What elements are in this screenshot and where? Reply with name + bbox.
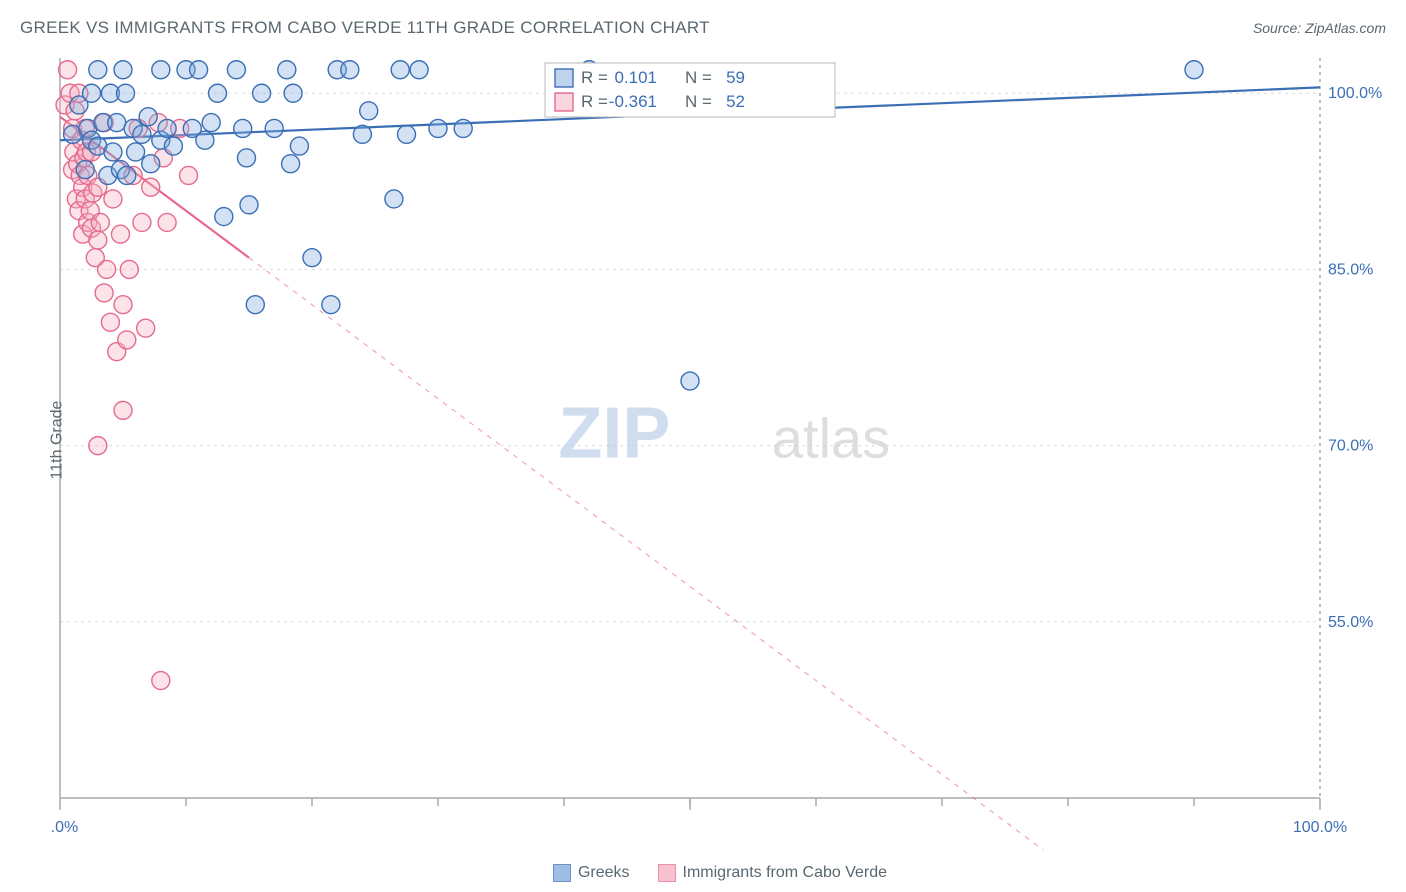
data-point-cabo	[152, 672, 170, 690]
data-point-greeks	[322, 296, 340, 314]
legend-swatch-cabo	[658, 864, 676, 882]
data-point-cabo	[118, 331, 136, 349]
stats-n-label: N =	[685, 92, 712, 111]
trend-line-cabo-extrapolated	[249, 258, 1320, 850]
data-point-greeks	[454, 119, 472, 137]
data-point-cabo	[158, 213, 176, 231]
y-axis-label: 11th Grade	[48, 401, 66, 480]
data-point-cabo	[142, 178, 160, 196]
y-tick-label: 85.0%	[1328, 261, 1373, 278]
data-point-greeks	[108, 114, 126, 132]
data-point-greeks	[158, 119, 176, 137]
data-point-greeks	[234, 119, 252, 137]
data-point-greeks	[278, 61, 296, 79]
stats-r-label: R =	[581, 68, 608, 87]
data-point-cabo	[104, 190, 122, 208]
data-point-cabo	[180, 166, 198, 184]
legend-label-cabo: Immigrants from Cabo Verde	[683, 864, 888, 882]
data-point-greeks	[118, 166, 136, 184]
data-point-cabo	[133, 213, 151, 231]
data-point-greeks	[215, 208, 233, 226]
data-point-greeks	[341, 61, 359, 79]
data-point-greeks	[385, 190, 403, 208]
watermark-atlas: atlas	[772, 407, 890, 470]
data-point-greeks	[237, 149, 255, 167]
legend: Greeks Immigrants from Cabo Verde	[50, 864, 1390, 882]
data-point-cabo	[137, 319, 155, 337]
legend-label-greeks: Greeks	[578, 864, 630, 882]
data-point-greeks	[282, 155, 300, 173]
data-point-greeks	[127, 143, 145, 161]
scatter-chart: 55.0% 70.0% 85.0% 100.0% ZIP atlas 0.0% 100.0% R…	[50, 50, 1390, 850]
data-point-greeks	[410, 61, 428, 79]
data-point-greeks	[360, 102, 378, 120]
data-point-greeks	[303, 249, 321, 267]
stats-n-value-greeks: 59	[726, 68, 745, 87]
data-point-cabo	[59, 61, 77, 79]
data-point-cabo	[89, 231, 107, 249]
legend-item-greeks: Greeks	[553, 864, 630, 882]
x-tick-label: 0.0%	[50, 819, 78, 836]
y-tick-label: 70.0%	[1328, 438, 1373, 455]
y-tick-label: 55.0%	[1328, 614, 1373, 631]
data-point-greeks	[429, 119, 447, 137]
data-point-greeks	[253, 84, 271, 102]
data-point-greeks	[133, 125, 151, 143]
legend-item-cabo: Immigrants from Cabo Verde	[658, 864, 888, 882]
data-point-cabo	[89, 437, 107, 455]
data-point-cabo	[101, 313, 119, 331]
data-point-cabo	[114, 401, 132, 419]
data-point-greeks	[284, 84, 302, 102]
data-point-cabo	[98, 260, 116, 278]
stats-swatch-cabo	[555, 93, 573, 111]
data-point-greeks	[681, 372, 699, 390]
data-point-greeks	[353, 125, 371, 143]
data-point-cabo	[95, 284, 113, 302]
stats-n-label: N =	[685, 68, 712, 87]
data-point-greeks	[190, 61, 208, 79]
data-point-cabo	[91, 213, 109, 231]
data-point-greeks	[142, 155, 160, 173]
data-point-greeks	[391, 61, 409, 79]
data-point-greeks	[89, 61, 107, 79]
data-point-greeks	[104, 143, 122, 161]
data-point-cabo	[111, 225, 129, 243]
data-point-greeks	[83, 84, 101, 102]
stats-r-label: R =	[581, 92, 608, 111]
data-point-greeks	[240, 196, 258, 214]
stats-swatch-greeks	[555, 69, 573, 87]
data-point-cabo	[114, 296, 132, 314]
data-point-greeks	[246, 296, 264, 314]
data-point-greeks	[196, 131, 214, 149]
legend-swatch-greeks	[553, 864, 571, 882]
data-point-greeks	[164, 137, 182, 155]
data-point-cabo	[120, 260, 138, 278]
data-point-greeks	[114, 61, 132, 79]
data-point-greeks	[1185, 61, 1203, 79]
stats-r-value-greeks: 0.101	[614, 68, 657, 87]
data-point-greeks	[398, 125, 416, 143]
stats-r-value-cabo: -0.361	[609, 92, 657, 111]
data-point-greeks	[202, 114, 220, 132]
data-point-greeks	[227, 61, 245, 79]
source-attribution: Source: ZipAtlas.com	[1253, 20, 1386, 36]
y-tick-label: 100.0%	[1328, 85, 1382, 102]
data-point-greeks	[209, 84, 227, 102]
data-point-greeks	[117, 84, 135, 102]
chart-container: 11th Grade 55.0% 70.0% 85.0% 100.0% ZIP atlas…	[50, 50, 1390, 830]
data-point-greeks	[76, 161, 94, 179]
watermark-zip: ZIP	[558, 394, 670, 474]
data-point-greeks	[265, 119, 283, 137]
data-point-greeks	[290, 137, 308, 155]
data-point-greeks	[152, 61, 170, 79]
x-tick-label: 100.0%	[1293, 819, 1347, 836]
chart-title: GREEK VS IMMIGRANTS FROM CABO VERDE 11TH…	[20, 18, 710, 38]
data-point-greeks	[139, 108, 157, 126]
stats-n-value-cabo: 52	[726, 92, 745, 111]
